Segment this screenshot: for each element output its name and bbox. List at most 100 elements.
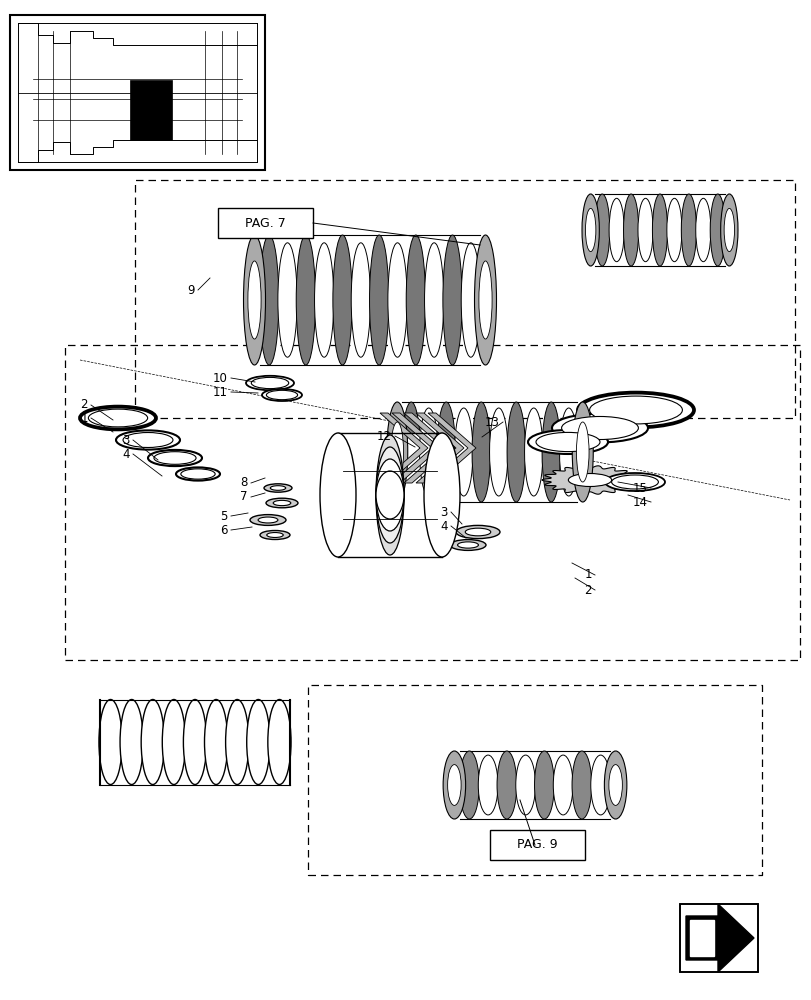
Ellipse shape [181,469,215,479]
Polygon shape [404,413,452,483]
Bar [337,433,441,557]
Bar [130,80,172,140]
Ellipse shape [267,533,283,537]
Ellipse shape [272,500,290,506]
Ellipse shape [424,243,444,357]
Text: 3: 3 [122,434,130,446]
Ellipse shape [608,198,624,262]
Ellipse shape [375,435,404,555]
Ellipse shape [442,235,461,365]
Ellipse shape [375,459,404,531]
Ellipse shape [568,474,611,486]
Ellipse shape [551,414,647,442]
Ellipse shape [351,243,370,357]
Ellipse shape [695,198,710,262]
Ellipse shape [247,261,261,339]
Ellipse shape [572,402,593,502]
Ellipse shape [406,235,425,365]
Text: 1: 1 [80,412,88,424]
Ellipse shape [251,377,289,389]
Text: 12: 12 [376,430,392,442]
Ellipse shape [243,235,265,365]
Ellipse shape [99,700,122,784]
Text: 9: 9 [187,284,195,296]
Ellipse shape [603,751,626,819]
Ellipse shape [270,486,285,490]
Text: 8: 8 [240,477,247,489]
Bar [10,15,264,170]
Ellipse shape [461,243,480,357]
Ellipse shape [611,475,658,489]
Ellipse shape [454,408,472,496]
Polygon shape [685,904,753,972]
Ellipse shape [183,700,206,784]
Ellipse shape [443,751,465,819]
Ellipse shape [474,235,496,365]
Ellipse shape [552,755,573,815]
Ellipse shape [524,408,543,496]
Ellipse shape [478,755,497,815]
Ellipse shape [250,515,285,525]
Ellipse shape [449,540,486,550]
Ellipse shape [651,194,667,266]
Ellipse shape [88,409,148,427]
Ellipse shape [266,390,298,400]
Ellipse shape [489,408,508,496]
Text: 4: 4 [440,520,448,532]
Text: 4: 4 [122,448,130,460]
Ellipse shape [390,422,403,482]
Ellipse shape [637,198,652,262]
Ellipse shape [296,235,315,365]
Text: PAG. 7: PAG. 7 [245,217,285,230]
Text: 5: 5 [221,510,228,522]
Ellipse shape [375,447,404,543]
Ellipse shape [515,755,534,815]
Polygon shape [689,920,713,956]
Ellipse shape [571,751,591,819]
Ellipse shape [465,528,490,536]
Ellipse shape [266,498,298,508]
Text: PAG. 9: PAG. 9 [517,838,557,851]
Ellipse shape [333,235,352,365]
Text: 15: 15 [633,482,647,494]
Ellipse shape [176,467,220,481]
Ellipse shape [666,198,681,262]
Ellipse shape [478,261,491,339]
Ellipse shape [260,530,290,540]
Ellipse shape [258,517,277,523]
Ellipse shape [456,525,500,539]
Ellipse shape [423,433,460,557]
Ellipse shape [604,473,664,491]
Text: 10: 10 [212,371,228,384]
Ellipse shape [623,194,638,266]
Ellipse shape [608,765,621,805]
Ellipse shape [496,751,516,819]
Ellipse shape [314,243,333,357]
Ellipse shape [535,432,599,452]
Ellipse shape [534,751,554,819]
Ellipse shape [720,194,737,266]
Bar [489,830,584,860]
Ellipse shape [320,433,355,557]
Ellipse shape [369,235,388,365]
Ellipse shape [680,194,696,266]
Ellipse shape [710,194,724,266]
Ellipse shape [141,700,164,784]
Bar [217,208,312,238]
Text: 11: 11 [212,385,228,398]
Ellipse shape [225,700,248,784]
Ellipse shape [419,408,437,496]
Ellipse shape [527,430,607,454]
Ellipse shape [506,402,525,502]
Ellipse shape [375,471,404,519]
Text: 14: 14 [633,495,647,508]
Ellipse shape [723,208,734,252]
Ellipse shape [401,402,420,502]
Text: 13: 13 [484,416,500,428]
Ellipse shape [264,484,292,492]
Ellipse shape [386,402,407,502]
Ellipse shape [589,396,681,424]
Ellipse shape [148,450,202,466]
Ellipse shape [277,243,297,357]
Ellipse shape [162,700,185,784]
